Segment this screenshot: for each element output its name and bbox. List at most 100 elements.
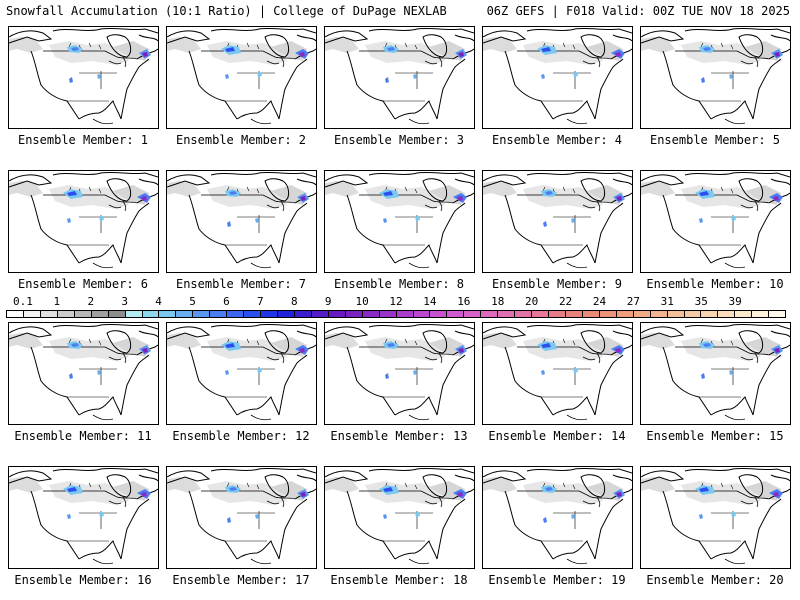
colorbar-swatch xyxy=(565,311,583,317)
colorbar-swatch xyxy=(227,311,245,317)
colorbar-tick-label: 4 xyxy=(155,295,162,308)
ensemble-member-label: Ensemble Member: 5 xyxy=(649,133,781,147)
colorbar-swatch xyxy=(413,311,431,317)
north-america-map xyxy=(483,323,632,421)
colorbar-tick-label: 7 xyxy=(257,295,264,308)
colorbar-tick-label: 39 xyxy=(728,295,742,308)
colorbar-swatch xyxy=(91,311,109,317)
colorbar-swatch xyxy=(701,311,719,317)
north-america-map xyxy=(483,467,632,565)
colorbar-swatch xyxy=(74,311,92,317)
colorbar-swatch xyxy=(396,311,414,317)
colorbar-tick-label: 24 xyxy=(592,295,607,308)
colorbar-swatch xyxy=(464,311,482,317)
colorbar-swatch xyxy=(210,311,228,317)
colorbar-tick-label: 1 xyxy=(53,295,61,308)
ensemble-member-map xyxy=(324,466,475,569)
colorbar-tick-label: 22 xyxy=(558,295,573,308)
colorbar-swatch xyxy=(193,311,211,317)
ensemble-member-label: Ensemble Member: 6 xyxy=(17,277,149,291)
colorbar-tick-label: 8 xyxy=(290,295,298,308)
colorbar-swatch xyxy=(7,311,24,317)
colorbar-swatch xyxy=(108,311,126,317)
colorbar-swatch xyxy=(616,311,634,317)
colorbar-swatch xyxy=(362,311,380,317)
ensemble-member-map xyxy=(640,466,791,569)
north-america-map xyxy=(325,323,474,421)
colorbar-swatch xyxy=(735,311,753,317)
north-america-map xyxy=(167,323,316,421)
colorbar-swatch xyxy=(261,311,278,317)
colorbar-swatch xyxy=(532,311,549,317)
colorbar-tick-label: 31 xyxy=(660,295,674,308)
ensemble-member-label: Ensemble Member: 16 xyxy=(14,573,152,587)
north-america-map xyxy=(167,27,316,125)
ensemble-member-label: Ensemble Member: 2 xyxy=(175,133,307,147)
colorbar-swatch xyxy=(599,311,617,317)
colorbar-tick-label: 27 xyxy=(626,295,641,308)
colorbar-swatch xyxy=(667,311,685,317)
ensemble-member-map xyxy=(324,322,475,425)
north-america-map xyxy=(325,467,474,565)
ensemble-member-label: Ensemble Member: 4 xyxy=(491,133,623,147)
colorbar-swatch xyxy=(430,311,448,317)
ensemble-member-map xyxy=(8,322,159,425)
colorbar-swatch xyxy=(447,311,465,317)
ensemble-member-map xyxy=(8,170,159,273)
colorbar-swatch xyxy=(498,311,516,317)
colorbar-swatch xyxy=(769,311,786,317)
ensemble-member-label: Ensemble Member: 20 xyxy=(646,573,784,587)
colorbar-tick-label: 20 xyxy=(525,295,539,308)
colorbar-swatch xyxy=(633,311,651,317)
north-america-map xyxy=(641,171,790,269)
ensemble-member-map xyxy=(8,26,159,129)
north-america-map xyxy=(9,323,158,421)
colorbar-tick-label: 0.1 xyxy=(13,295,33,308)
ensemble-member-map xyxy=(640,322,791,425)
ensemble-member-label: Ensemble Member: 11 xyxy=(14,429,152,443)
ensemble-member-map xyxy=(482,170,633,273)
colorbar-swatch xyxy=(142,311,160,317)
ensemble-member-map xyxy=(166,26,317,129)
ensemble-member-label: Ensemble Member: 3 xyxy=(333,133,465,147)
colorbar-tick-label: 10 xyxy=(355,295,369,308)
colorbar-swatch xyxy=(345,311,363,317)
map-title: Snowfall Accumulation (10:1 Ratio) | Col… xyxy=(6,4,447,18)
ensemble-member-label: Ensemble Member: 1 xyxy=(17,133,149,147)
colorbar-swatch xyxy=(57,311,75,317)
colorbar-tick-label: 6 xyxy=(223,295,230,308)
colorbar-tick-label: 3 xyxy=(121,295,128,308)
colorbar-swatch xyxy=(650,311,668,317)
colorbar-tick-label: 2 xyxy=(87,295,95,308)
ensemble-member-map xyxy=(166,466,317,569)
run-valid-time: 06Z GEFS | F018 Valid: 00Z TUE NOV 18 20… xyxy=(486,4,790,18)
north-america-map xyxy=(325,27,474,125)
colorbar-swatch xyxy=(684,311,702,317)
north-america-map xyxy=(9,171,158,269)
ensemble-member-label: Ensemble Member: 18 xyxy=(330,573,468,587)
north-america-map xyxy=(167,171,316,269)
colorbar-swatch xyxy=(515,311,533,317)
north-america-map xyxy=(641,323,790,421)
ensemble-member-label: Ensemble Member: 14 xyxy=(488,429,626,443)
colorbar-tick-label: 5 xyxy=(189,295,196,308)
ensemble-member-map xyxy=(482,466,633,569)
ensemble-member-label: Ensemble Member: 7 xyxy=(175,277,307,291)
ensemble-member-label: Ensemble Member: 9 xyxy=(491,277,623,291)
ensemble-member-map xyxy=(324,170,475,273)
colorbar-swatch xyxy=(549,311,566,317)
north-america-map xyxy=(167,467,316,565)
colorbar-tick-label: 35 xyxy=(694,295,708,308)
colorbar-swatch xyxy=(582,311,600,317)
snowfall-colorbar xyxy=(6,310,786,318)
north-america-map xyxy=(325,171,474,269)
ensemble-member-map xyxy=(166,322,317,425)
colorbar-tick-label: 14 xyxy=(423,295,437,308)
colorbar-swatch xyxy=(40,311,58,317)
ensemble-member-label: Ensemble Member: 8 xyxy=(333,277,465,291)
ensemble-member-map xyxy=(640,170,791,273)
ensemble-member-label: Ensemble Member: 19 xyxy=(488,573,626,587)
ensemble-member-map xyxy=(482,322,633,425)
colorbar-swatch xyxy=(752,311,770,317)
north-america-map xyxy=(483,27,632,125)
